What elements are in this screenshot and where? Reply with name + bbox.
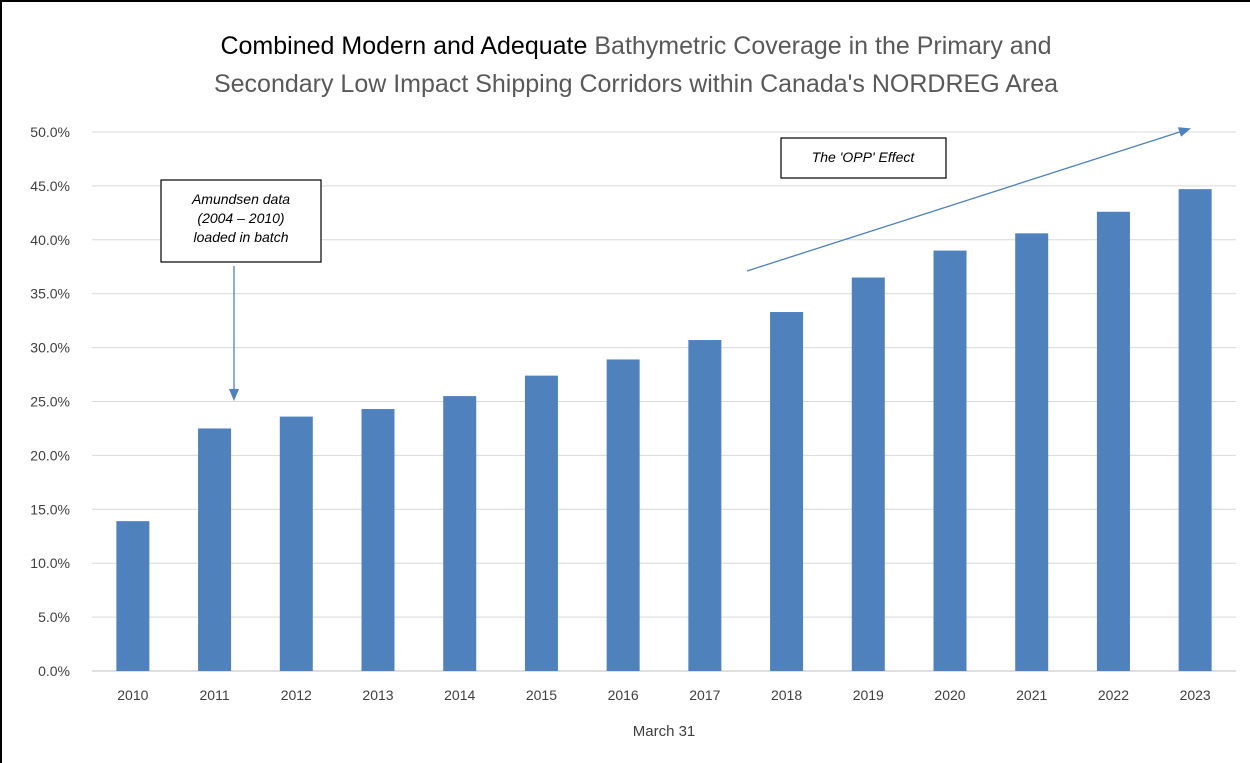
- y-tick-label: 5.0%: [38, 609, 70, 625]
- bar-2023: [1178, 189, 1212, 671]
- x-tick-label: 2011: [200, 687, 230, 703]
- x-tick-label: 2012: [281, 687, 312, 703]
- x-tick-label: 2016: [608, 687, 639, 703]
- y-tick-label: 10.0%: [30, 555, 70, 571]
- bar-2019: [851, 277, 885, 671]
- chart-title-line-1: Combined Modern and Adequate Bathymetric…: [220, 32, 1051, 60]
- y-tick-label: 40.0%: [30, 232, 70, 248]
- y-tick-label: 15.0%: [30, 501, 70, 517]
- x-tick-label: 2020: [934, 687, 965, 703]
- x-axis-title: March 31: [633, 723, 696, 740]
- bars: [116, 189, 1212, 671]
- x-axis-ticks: 2010 2011 2012 2013 2014 2015 2016 2017 2018 2019…: [117, 687, 1211, 703]
- annotation-amundsen-line-1: Amundsen data: [191, 191, 290, 207]
- annotation-amundsen: Amundsen data (2004 – 2010) loaded in ba…: [160, 179, 322, 401]
- annotation-amundsen-line-3: loaded in batch: [194, 229, 289, 245]
- bar-2021: [1015, 233, 1049, 671]
- annotation-amundsen-box: [160, 179, 322, 263]
- chart-title-part-2: Bathymetric Coverage in the Primary and: [594, 32, 1051, 60]
- annotation-opp-arrow: [746, 127, 1191, 272]
- x-tick-label: 2018: [771, 687, 802, 703]
- y-tick-label: 30.0%: [30, 340, 70, 356]
- y-tick-label: 35.0%: [30, 286, 70, 302]
- bar-2017: [688, 340, 722, 671]
- x-tick-label: 2022: [1098, 687, 1129, 703]
- bar-2020: [933, 250, 967, 671]
- y-tick-label: 50.0%: [30, 124, 70, 140]
- bar-2013: [361, 409, 395, 671]
- x-tick-label: 2019: [853, 687, 884, 703]
- y-tick-label: 25.0%: [30, 394, 70, 410]
- bar-2022: [1096, 211, 1130, 671]
- y-tick-label: 0.0%: [38, 663, 70, 679]
- bar-2018: [770, 312, 804, 671]
- annotation-opp-text: The 'OPP' Effect: [812, 149, 916, 165]
- annotation-amundsen-line-2: (2004 – 2010): [197, 210, 284, 226]
- y-tick-label: 45.0%: [30, 178, 70, 194]
- annotation-opp-box: [780, 137, 947, 179]
- y-axis-ticks: 0.0% 5.0% 10.0% 15.0% 20.0% 25.0% 30.0% 35.0% 40…: [30, 124, 70, 679]
- bar-2011: [198, 428, 232, 671]
- annotation-opp: The 'OPP' Effect: [746, 127, 1191, 272]
- chart-title-part-1: Combined Modern and Adequate: [220, 32, 587, 60]
- bar-2010: [116, 521, 150, 671]
- x-tick-label: 2017: [689, 687, 720, 703]
- bar-2015: [524, 375, 558, 671]
- x-tick-label: 2015: [526, 687, 557, 703]
- x-tick-label: 2023: [1180, 687, 1211, 703]
- y-tick-label: 20.0%: [30, 447, 70, 463]
- chart-title-line-2: Secondary Low Impact Shipping Corridors …: [214, 70, 1058, 98]
- bar-2014: [443, 396, 477, 671]
- x-tick-label: 2013: [362, 687, 393, 703]
- bar-2012: [279, 416, 313, 671]
- x-tick-label: 2010: [117, 687, 148, 703]
- bar-2016: [606, 359, 640, 671]
- x-tick-label: 2021: [1016, 687, 1047, 703]
- x-tick-label: 2014: [444, 687, 475, 703]
